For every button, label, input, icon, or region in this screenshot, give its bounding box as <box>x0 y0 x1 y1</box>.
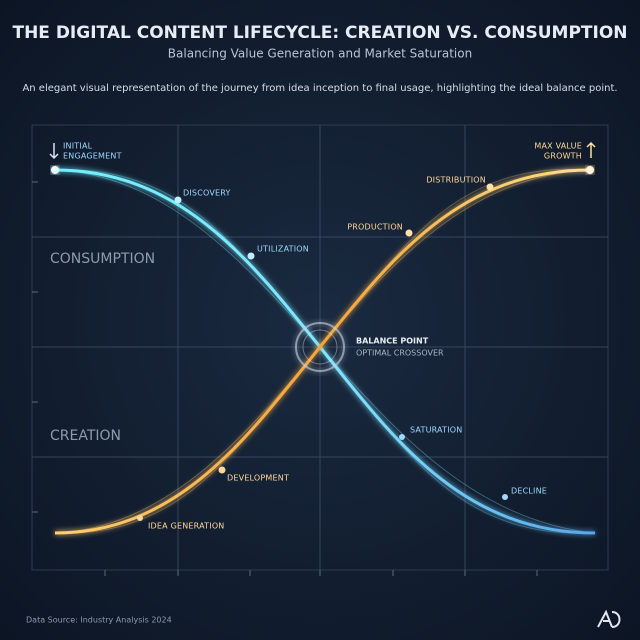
region-label: CONSUMPTION <box>50 251 155 267</box>
balance-label: BALANCE POINT <box>356 337 429 346</box>
curves <box>54 168 596 535</box>
point-label: DECLINE <box>511 487 547 496</box>
point <box>586 166 594 174</box>
point-label: SATURATION <box>410 426 462 435</box>
balance-ring <box>302 329 338 365</box>
point-label: GROWTH <box>544 152 582 161</box>
creation-points: IDEA GENERATION DEVELOPMENT PRODUCTION D… <box>137 141 596 531</box>
consumption-points: INITIAL ENGAGEMENT DISCOVERY UTILIZATION… <box>49 142 547 500</box>
region-label: CREATION <box>50 428 121 444</box>
point <box>137 515 143 521</box>
point-label: MAX VALUE <box>534 142 582 151</box>
source: Data Source: Industry Analysis 2024 <box>26 616 172 625</box>
point <box>405 229 413 237</box>
point <box>51 166 59 174</box>
point-label: IDEA GENERATION <box>148 522 225 531</box>
creation-curve <box>54 168 591 535</box>
arrow-up <box>586 141 596 158</box>
point <box>247 252 255 260</box>
point <box>174 196 182 204</box>
point-label: PRODUCTION <box>347 223 403 232</box>
point <box>399 434 405 440</box>
logo <box>597 609 621 628</box>
point <box>502 494 508 500</box>
point <box>486 183 494 191</box>
balance-sublabel: OPTIMAL CROSSOVER <box>356 349 444 358</box>
point-label: DISTRIBUTION <box>426 176 486 185</box>
point-label: DISCOVERY <box>183 189 231 198</box>
description: An elegant visual representation of the … <box>22 83 617 94</box>
balance-ring <box>295 322 345 372</box>
point-label: ENGAGEMENT <box>63 152 122 161</box>
arrow-down <box>49 143 59 160</box>
subtitle: Balancing Value Generation and Market Sa… <box>168 47 472 61</box>
title: THE DIGITAL CONTENT LIFECYCLE: CREATION … <box>12 23 627 43</box>
point-label: INITIAL <box>63 142 93 151</box>
point-label: UTILIZATION <box>257 245 309 254</box>
point <box>218 466 226 474</box>
point-label: DEVELOPMENT <box>227 474 289 483</box>
